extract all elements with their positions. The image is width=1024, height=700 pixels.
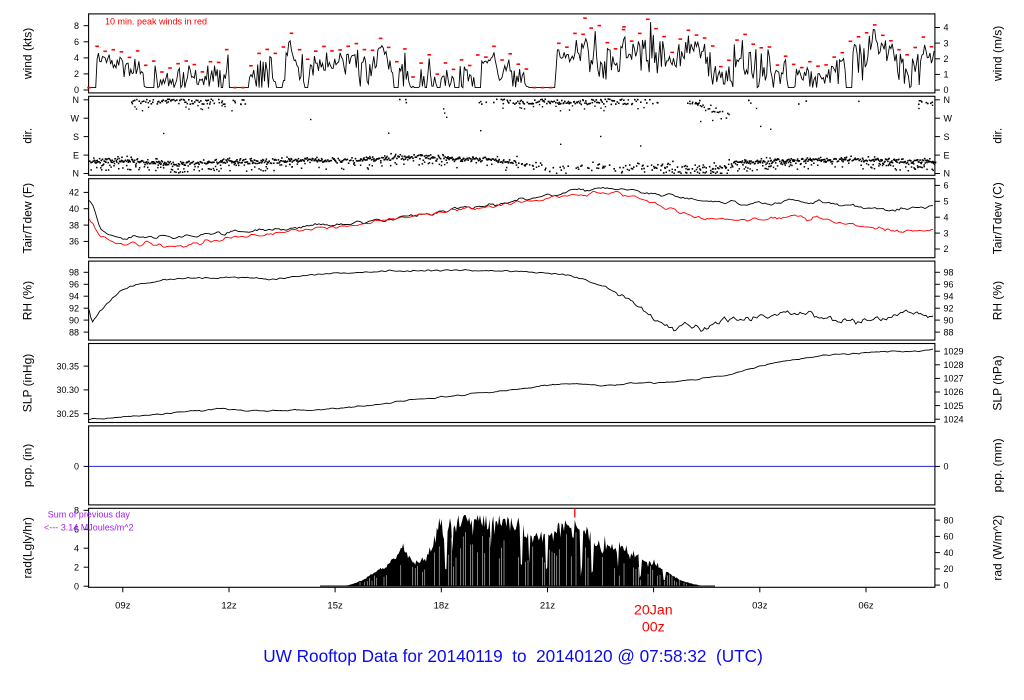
svg-text:20Jan: 20Jan bbox=[634, 603, 673, 619]
svg-text:42: 42 bbox=[69, 188, 79, 198]
svg-text:38: 38 bbox=[69, 220, 79, 230]
svg-text:S: S bbox=[944, 132, 950, 142]
svg-text:40: 40 bbox=[69, 204, 79, 214]
svg-text:88: 88 bbox=[69, 327, 79, 337]
svg-text:4: 4 bbox=[944, 212, 949, 222]
svg-text:98: 98 bbox=[69, 268, 79, 278]
svg-text:90: 90 bbox=[69, 315, 79, 325]
svg-text:40: 40 bbox=[944, 548, 954, 558]
svg-text:SLP (inHg): SLP (inHg) bbox=[21, 354, 35, 412]
svg-text:96: 96 bbox=[944, 280, 954, 290]
svg-text:Sum of previous day: Sum of previous day bbox=[48, 510, 131, 520]
svg-text:3: 3 bbox=[944, 38, 949, 48]
svg-text:0: 0 bbox=[944, 580, 949, 590]
svg-text:1: 1 bbox=[944, 70, 949, 80]
svg-text:N: N bbox=[944, 95, 951, 105]
svg-text:E: E bbox=[73, 150, 79, 160]
svg-text:0: 0 bbox=[944, 462, 949, 472]
svg-text:2: 2 bbox=[74, 69, 79, 79]
svg-text:RH (%): RH (%) bbox=[991, 281, 1005, 320]
svg-text:92: 92 bbox=[69, 303, 79, 313]
svg-text:18z: 18z bbox=[434, 601, 450, 612]
svg-text:0: 0 bbox=[74, 462, 79, 472]
svg-text:12z: 12z bbox=[221, 601, 237, 612]
svg-text:dir.: dir. bbox=[991, 128, 1005, 144]
svg-text:0: 0 bbox=[74, 85, 79, 95]
svg-text:E: E bbox=[944, 150, 950, 160]
svg-text:30.30: 30.30 bbox=[56, 385, 79, 395]
svg-text:88: 88 bbox=[944, 327, 954, 337]
svg-text:RH (%): RH (%) bbox=[21, 281, 35, 320]
svg-text:W: W bbox=[944, 113, 953, 123]
svg-text:94: 94 bbox=[944, 291, 954, 301]
svg-text:N: N bbox=[944, 169, 951, 179]
svg-text:1029: 1029 bbox=[944, 346, 964, 356]
svg-text:80: 80 bbox=[944, 515, 954, 525]
svg-text:0: 0 bbox=[944, 85, 949, 95]
svg-text:6: 6 bbox=[944, 181, 949, 191]
svg-text:2: 2 bbox=[74, 562, 79, 572]
svg-text:36: 36 bbox=[69, 237, 79, 247]
svg-text:wind (m/s): wind (m/s) bbox=[991, 26, 1005, 82]
svg-text:1025: 1025 bbox=[944, 401, 964, 411]
svg-text:W: W bbox=[71, 113, 80, 123]
svg-text:2: 2 bbox=[944, 54, 949, 64]
svg-text:30.35: 30.35 bbox=[56, 361, 79, 371]
svg-text:Tair/Tdew (F): Tair/Tdew (F) bbox=[21, 183, 35, 254]
svg-text:rad(Lgly/hr): rad(Lgly/hr) bbox=[21, 517, 35, 578]
svg-text:wind (kts): wind (kts) bbox=[21, 28, 35, 80]
svg-text:UW Rooftop Data for 20140119: UW Rooftop Data for 20140119 to 20140120… bbox=[263, 646, 763, 666]
svg-text:5: 5 bbox=[944, 197, 949, 207]
svg-text:30.25: 30.25 bbox=[56, 409, 79, 419]
svg-text:pcp. (mm): pcp. (mm) bbox=[991, 438, 1005, 492]
svg-text:1028: 1028 bbox=[944, 360, 964, 370]
svg-text:96: 96 bbox=[69, 280, 79, 290]
svg-text:N: N bbox=[73, 169, 80, 179]
svg-text:20: 20 bbox=[944, 564, 954, 574]
svg-text:06z: 06z bbox=[858, 601, 874, 612]
svg-text:94: 94 bbox=[69, 291, 79, 301]
svg-text:1024: 1024 bbox=[944, 414, 964, 424]
svg-text:10 min. peak winds in red: 10 min. peak winds in red bbox=[105, 17, 207, 27]
svg-text:0: 0 bbox=[74, 581, 79, 591]
svg-text:N: N bbox=[73, 95, 80, 105]
svg-text:98: 98 bbox=[944, 268, 954, 278]
svg-text:2: 2 bbox=[944, 244, 949, 254]
svg-text:3: 3 bbox=[944, 228, 949, 238]
svg-text:6: 6 bbox=[74, 525, 79, 535]
svg-text:90: 90 bbox=[944, 315, 954, 325]
svg-text:pcp. (in): pcp. (in) bbox=[21, 444, 35, 487]
svg-text:rad (W/m^2): rad (W/m^2) bbox=[991, 515, 1005, 581]
svg-text:dir.: dir. bbox=[21, 128, 35, 144]
svg-text:<--- 3.14 MJoules/m^2: <--- 3.14 MJoules/m^2 bbox=[44, 523, 134, 533]
svg-text:1026: 1026 bbox=[944, 387, 964, 397]
svg-text:S: S bbox=[73, 132, 79, 142]
svg-text:SLP (hPa): SLP (hPa) bbox=[991, 355, 1005, 410]
svg-text:21z: 21z bbox=[540, 601, 556, 612]
svg-text:03z: 03z bbox=[752, 601, 768, 612]
svg-text:4: 4 bbox=[74, 53, 79, 63]
svg-text:6: 6 bbox=[74, 37, 79, 47]
svg-text:15z: 15z bbox=[327, 601, 343, 612]
svg-text:8: 8 bbox=[74, 21, 79, 31]
svg-text:92: 92 bbox=[944, 303, 954, 313]
svg-text:8: 8 bbox=[74, 506, 79, 516]
svg-text:4: 4 bbox=[74, 543, 79, 553]
svg-text:4: 4 bbox=[944, 23, 949, 33]
svg-text:00z: 00z bbox=[642, 620, 665, 636]
svg-text:60: 60 bbox=[944, 532, 954, 542]
svg-text:1027: 1027 bbox=[944, 374, 964, 384]
svg-text:Tair/Tdew (C): Tair/Tdew (C) bbox=[991, 182, 1005, 254]
svg-text:09z: 09z bbox=[115, 601, 131, 612]
